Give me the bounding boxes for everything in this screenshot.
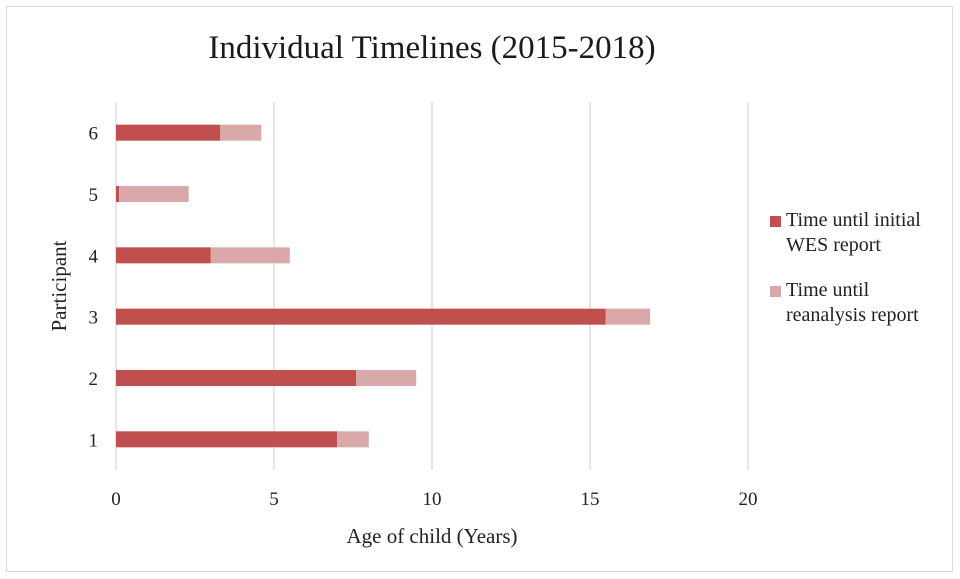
legend-item-reanalysis: Time until reanalysis report xyxy=(770,278,950,328)
gridlines xyxy=(115,102,749,470)
bar-participant-5-series-1 xyxy=(119,186,189,202)
bar-participant-3-series-1 xyxy=(605,308,651,325)
y-tick-label: 1 xyxy=(89,430,99,451)
bars xyxy=(116,124,651,448)
bar-participant-4-series-0 xyxy=(116,247,211,264)
x-tick-label: 20 xyxy=(739,489,758,510)
y-axis-label: Participant xyxy=(47,240,71,331)
bar-participant-6-series-1 xyxy=(220,124,262,141)
y-tick-label: 4 xyxy=(89,246,99,267)
chart-frame xyxy=(6,6,953,572)
x-tick-label: 10 xyxy=(423,489,442,510)
y-tick-labels: 1 2 3 4 5 6 xyxy=(89,124,99,452)
bar-participant-3-series-0 xyxy=(116,308,606,325)
bar-participant-1-series-0 xyxy=(116,431,338,448)
x-tick-label: 5 xyxy=(269,489,279,510)
bar-participant-2-series-0 xyxy=(116,370,357,386)
legend-item-initial: Time until initial WES report xyxy=(770,208,950,258)
y-tick-label: 5 xyxy=(89,185,99,206)
bar-participant-2-series-1 xyxy=(356,370,417,386)
x-tick-label: 15 xyxy=(581,489,600,510)
x-tick-label: 0 xyxy=(111,489,121,510)
legend: Time until initial WES report Time until… xyxy=(770,208,950,348)
legend-label-reanalysis: Time until reanalysis report xyxy=(786,279,919,326)
chart-title: Individual Timelines (2015-2018) xyxy=(208,30,656,66)
y-tick-label: 3 xyxy=(89,308,99,329)
bar-participant-4-series-1 xyxy=(210,247,290,264)
y-tick-label: 2 xyxy=(89,369,99,390)
legend-swatch-initial xyxy=(770,216,781,227)
legend-label-initial: Time until initial WES report xyxy=(786,209,921,256)
y-tick-label: 6 xyxy=(89,124,99,145)
bar-participant-6-series-0 xyxy=(116,124,221,141)
bar-participant-1-series-1 xyxy=(337,431,369,448)
bar-participant-5-series-0 xyxy=(116,186,120,202)
x-tick-labels: 0 5 10 15 20 xyxy=(111,489,757,510)
x-axis-label: Age of child (Years) xyxy=(346,524,517,548)
legend-swatch-reanalysis xyxy=(770,286,781,297)
